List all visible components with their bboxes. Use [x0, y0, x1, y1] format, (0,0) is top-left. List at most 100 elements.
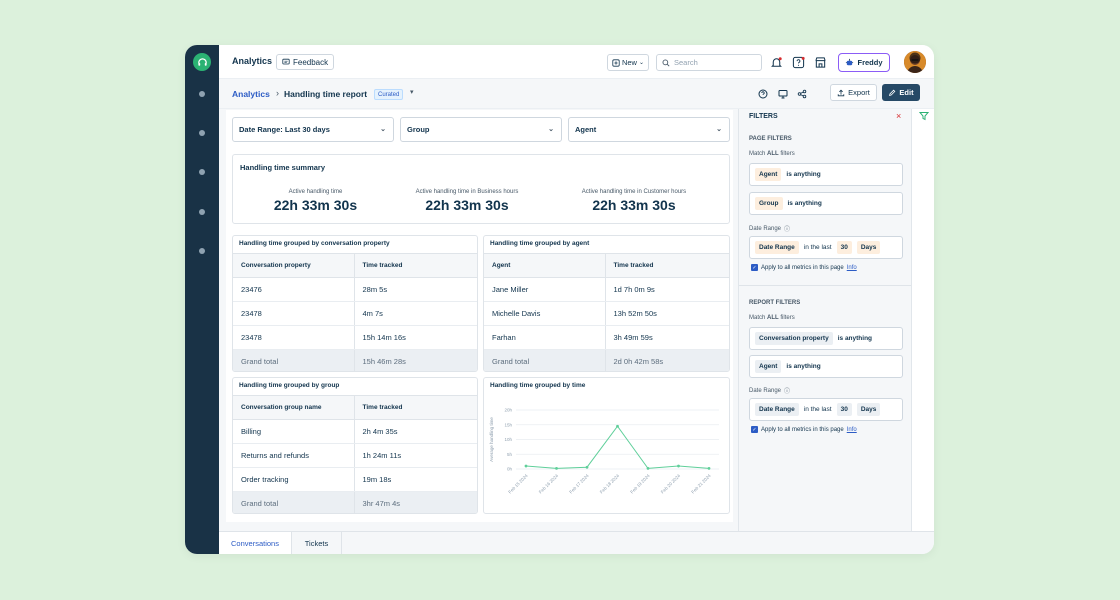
table-row: Jane Miller 1d 7h 0m 9s [484, 277, 729, 302]
series-line [525, 425, 710, 469]
filter-value-chip[interactable]: 30 [836, 403, 852, 416]
chart-title: Handling time grouped by time [490, 382, 586, 389]
tab-conversations[interactable]: Conversations [219, 532, 292, 554]
table-cell: Returns and refunds [233, 443, 355, 468]
y-tick-label: 15h [504, 422, 512, 427]
column-header: Time tracked [354, 253, 477, 278]
table-cell: 1d 7h 0m 9s [605, 277, 729, 302]
y-tick-label: 10h [504, 437, 512, 442]
tab-tickets[interactable]: Tickets [292, 532, 342, 554]
info-link[interactable]: Info [846, 264, 857, 271]
report-switcher-chevron-icon[interactable]: ▾ [410, 89, 414, 96]
new-label: New [621, 58, 637, 67]
feedback-button[interactable]: Feedback [276, 54, 335, 70]
table-cell: 23478 [233, 325, 355, 350]
table-cell: Grand total [484, 349, 606, 371]
property-table: Conversation property Time tracked 23476 2… [233, 253, 477, 371]
nav-dot-icon[interactable] [199, 130, 205, 136]
grouped-by-agent-card: Handling time grouped by agent Agent Time… [483, 235, 730, 372]
filter-funnel-icon[interactable] [919, 111, 929, 121]
nav-dot-icon[interactable] [199, 169, 205, 175]
headset-logo-icon[interactable] [193, 53, 211, 71]
report-content: Date Range: Last 30 days ⌄ Group ⌄ Agent… [226, 110, 733, 522]
close-filters-icon[interactable]: × [896, 111, 902, 121]
filter-unit-chip[interactable]: Days [856, 403, 881, 416]
report-filter-conversation-property[interactable]: Conversation property is anything [749, 327, 903, 350]
table-cell: 23476 [233, 277, 355, 302]
group-value: Group [407, 125, 430, 134]
card-title: Handling time grouped by conversation pr… [239, 240, 390, 247]
grouped-by-group-card: Handling time grouped by group Conversat… [232, 377, 478, 514]
data-point [585, 465, 589, 469]
nav-dot-icon[interactable] [199, 248, 205, 254]
filters-title: FILTERS [749, 113, 778, 120]
breadcrumb-analytics-link[interactable]: Analytics [232, 89, 270, 99]
freddy-ai-button[interactable]: Freddy [838, 53, 890, 72]
filter-value-chip[interactable]: 30 [836, 241, 852, 254]
nav-dot-icon[interactable] [199, 209, 205, 215]
filter-field-chip: Agent [755, 168, 782, 181]
curated-badge: Curated [374, 89, 404, 100]
report-filter-date-range[interactable]: Date Range in the last 30 Days [749, 398, 903, 421]
export-button[interactable]: Export [830, 84, 877, 101]
filter-unit-chip[interactable]: Days [856, 241, 881, 254]
table-cell: Michelle Davis [484, 301, 606, 326]
help-circle-icon[interactable] [757, 88, 769, 100]
table-row: Returns and refunds 1h 24m 11s [233, 443, 477, 468]
bottom-tab-bar: Conversations Tickets [219, 531, 934, 554]
table-cell: 13h 52m 50s [605, 301, 729, 326]
agent-dropdown[interactable]: Agent ⌄ [568, 117, 730, 142]
metric-label: Active handling time [288, 189, 343, 195]
share-icon[interactable] [796, 88, 808, 100]
page-filter-agent[interactable]: Agent is anything [749, 163, 903, 186]
user-avatar[interactable] [904, 51, 926, 73]
table-cell: 2h 4m 35s [354, 419, 477, 444]
chevron-down-icon: ⌄ [380, 126, 386, 133]
date-range-dropdown[interactable]: Date Range: Last 30 days ⌄ [232, 117, 394, 142]
search-input[interactable]: Search [656, 54, 762, 71]
chevron-down-icon: ⌄ [716, 126, 722, 133]
page-filter-date-range[interactable]: Date Range in the last 30 Days [749, 236, 903, 259]
app-window: Analytics Feedback New ⌄ Search Freddy [185, 45, 934, 554]
date-range-label: Date Range ⓘ [749, 225, 791, 234]
filter-field-chip: Date Range [755, 241, 799, 254]
page-filter-group[interactable]: Group is anything [749, 192, 903, 215]
checkbox-checked-icon[interactable]: ✓ [751, 264, 758, 271]
x-tick-label: Feb 18 2024 [599, 473, 621, 495]
info-link[interactable]: Info [846, 426, 857, 433]
edit-label: Edit [899, 88, 914, 97]
y-tick-label: 20h [504, 408, 512, 413]
help-icon[interactable] [791, 55, 805, 69]
edit-button[interactable]: Edit [882, 84, 920, 101]
table-cell: Billing [233, 419, 355, 444]
apply-all-checkbox[interactable]: ✓ Apply to all metrics in this page Info [751, 426, 857, 433]
checkbox-checked-icon[interactable]: ✓ [751, 426, 758, 433]
right-side-strip [911, 109, 934, 531]
chevron-down-icon: ⌄ [638, 60, 645, 66]
new-button[interactable]: New ⌄ [607, 54, 649, 71]
search-icon [662, 59, 670, 67]
bell-icon[interactable] [769, 55, 783, 69]
x-tick-label: Feb 20 2024 [660, 473, 682, 495]
search-placeholder: Search [674, 58, 698, 67]
report-canvas: Date Range: Last 30 days ⌄ Group ⌄ Agent… [219, 109, 738, 531]
pencil-icon [889, 89, 896, 96]
info-circle-icon: ⓘ [784, 227, 791, 233]
x-tick-label: Feb 21 2024 [690, 473, 712, 495]
filter-operator: is anything [837, 335, 873, 342]
feedback-icon [282, 58, 290, 65]
group-dropdown[interactable]: Group ⌄ [400, 117, 562, 142]
marketplace-icon[interactable] [813, 55, 827, 69]
apply-all-checkbox[interactable]: ✓ Apply to all metrics in this page Info [751, 264, 857, 271]
report-filter-agent[interactable]: Agent is anything [749, 355, 903, 378]
nav-dot-icon[interactable] [199, 91, 205, 97]
table-cell: 1h 24m 11s [354, 443, 477, 468]
table-cell: 19m 18s [354, 467, 477, 492]
metric-business-hours: Active handling time in Business hours 2… [393, 189, 541, 213]
page-filters-heading: PAGE FILTERS [749, 136, 792, 142]
table-row: Michelle Davis 13h 52m 50s [484, 301, 729, 326]
filter-field-chip: Group [755, 197, 783, 210]
table-row: Billing 2h 4m 35s [233, 419, 477, 444]
grouped-by-property-card: Handling time grouped by conversation pr… [232, 235, 478, 372]
present-icon[interactable] [777, 88, 789, 100]
